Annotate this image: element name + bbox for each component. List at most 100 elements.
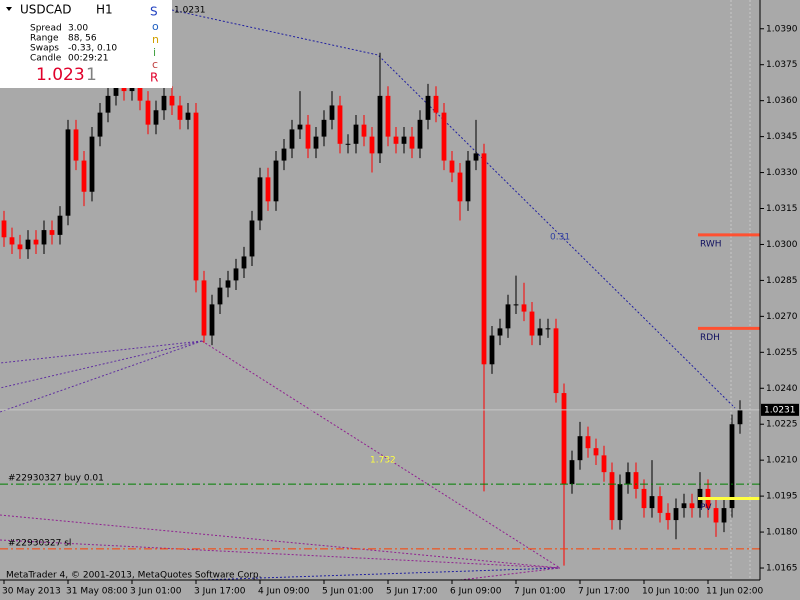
candle-body bbox=[265, 177, 271, 202]
y-tick-label: 1.0165 bbox=[766, 564, 798, 574]
candle-body bbox=[345, 143, 351, 145]
fan-line bbox=[0, 340, 203, 364]
candle-body bbox=[273, 160, 279, 202]
candle-body bbox=[361, 124, 367, 137]
level-label: #22930327 sl bbox=[8, 538, 71, 548]
candle-body bbox=[33, 239, 39, 245]
candle-body bbox=[385, 95, 391, 137]
last-price-box bbox=[761, 403, 799, 416]
dropdown-icon bbox=[6, 7, 12, 11]
fan-line bbox=[0, 539, 561, 569]
candle-body bbox=[457, 172, 463, 202]
axes: 1.0165 1.0180 1.0195 1.0210 1.0225 1.0240 1.02… bbox=[2, 24, 798, 596]
candle-body bbox=[313, 136, 319, 149]
candle-body bbox=[441, 112, 447, 161]
candle-body bbox=[225, 280, 231, 288]
candle-body bbox=[25, 239, 31, 250]
x-tick-label: 3 Jun 17:00 bbox=[194, 587, 246, 597]
y-tick-label: 1.0270 bbox=[766, 312, 798, 322]
y-tick-label: 1.0180 bbox=[766, 528, 798, 538]
fib-label: 1.732 bbox=[370, 456, 396, 466]
y-tick-label: 1.0255 bbox=[766, 348, 798, 358]
brand-letter: R bbox=[150, 71, 158, 85]
candle-body bbox=[433, 95, 439, 113]
candle-body bbox=[569, 460, 575, 485]
candle-body bbox=[729, 424, 735, 509]
candle-body bbox=[713, 508, 719, 523]
level-label: RDH bbox=[700, 333, 720, 343]
candle-body bbox=[513, 304, 519, 306]
x-tick-label: 7 Jun 17:00 bbox=[578, 587, 630, 597]
y-tick-label: 1.0195 bbox=[766, 492, 798, 502]
candle-body bbox=[153, 110, 159, 125]
y-tick-label: 1.0390 bbox=[766, 24, 798, 34]
candle-body bbox=[289, 129, 295, 149]
y-tick-label: 1.0300 bbox=[766, 240, 798, 250]
candle-body bbox=[601, 455, 607, 473]
levels: #22930327 buy 0.01 #22930327 sl RWH RDH PV 1.… bbox=[0, 233, 799, 550]
candle-body bbox=[521, 304, 527, 312]
candle-body bbox=[17, 244, 23, 250]
y-tick-label: 1.0315 bbox=[766, 204, 798, 214]
candle-body bbox=[689, 503, 695, 509]
candle-body bbox=[401, 136, 407, 144]
candle-body bbox=[73, 129, 79, 161]
candle-body bbox=[537, 328, 543, 336]
candle-body bbox=[473, 153, 479, 161]
x-tick-label: 3 Jun 01:00 bbox=[130, 587, 182, 597]
info-value: -0.33, 0.10 bbox=[68, 44, 117, 54]
candle-body bbox=[177, 105, 183, 120]
candle-body bbox=[665, 512, 671, 521]
brand-letter: o bbox=[152, 20, 159, 33]
fib-label: 0.31 bbox=[550, 233, 570, 243]
candle-body bbox=[449, 160, 455, 173]
candle-body bbox=[377, 95, 383, 154]
candle-body bbox=[329, 105, 335, 120]
brand-letter: n bbox=[152, 33, 159, 46]
x-tick-label: 11 Jun 02:00 bbox=[706, 587, 763, 597]
candle-body bbox=[465, 160, 471, 202]
info-value: 88, 56 bbox=[68, 34, 97, 44]
candle-body bbox=[417, 119, 423, 149]
fan-line bbox=[459, 567, 561, 581]
info-key: Spread bbox=[30, 24, 62, 34]
candle-body bbox=[145, 100, 151, 125]
candle-body bbox=[393, 136, 399, 144]
brand-letter: c bbox=[152, 58, 158, 71]
candle-body bbox=[497, 328, 503, 336]
candle-body bbox=[633, 472, 639, 489]
footer: MetaTrader 4, © 2001-2013, MetaQuotes So… bbox=[6, 571, 262, 581]
candle-body bbox=[193, 112, 199, 281]
candle-body bbox=[297, 124, 303, 130]
candle-body bbox=[41, 230, 47, 245]
candle-body bbox=[241, 256, 247, 269]
fan-line bbox=[0, 340, 203, 389]
level-label: #22930327 buy 0.01 bbox=[8, 474, 104, 484]
level-label: PV bbox=[700, 503, 712, 513]
candle-body bbox=[641, 488, 647, 509]
candle-body bbox=[505, 304, 511, 329]
candle-body bbox=[721, 508, 727, 523]
y-tick-label: 1.0225 bbox=[766, 420, 798, 430]
candle-body bbox=[281, 148, 287, 161]
info-panel-bg bbox=[0, 0, 172, 88]
info-panel: USDCAD H1 Spread 3.00 Range 88, 56 Swaps… bbox=[0, 0, 172, 88]
candle-body bbox=[737, 409, 743, 425]
candle-body bbox=[185, 112, 191, 120]
fan-line bbox=[0, 514, 561, 569]
x-tick-label: 31 May 08:00 bbox=[66, 587, 128, 597]
candle-body bbox=[1, 220, 7, 238]
candle-body bbox=[201, 280, 207, 336]
x-tick-label: 5 Jun 17:00 bbox=[386, 587, 438, 597]
candle-body bbox=[129, 86, 135, 92]
last-price-label: 1.0231 bbox=[764, 405, 796, 415]
candle-body bbox=[89, 136, 95, 192]
timeframe: H1 bbox=[96, 3, 113, 17]
candle-body bbox=[673, 508, 679, 521]
info-key: Candle bbox=[30, 54, 62, 64]
candle-body bbox=[649, 496, 655, 509]
candle-body bbox=[489, 335, 495, 365]
